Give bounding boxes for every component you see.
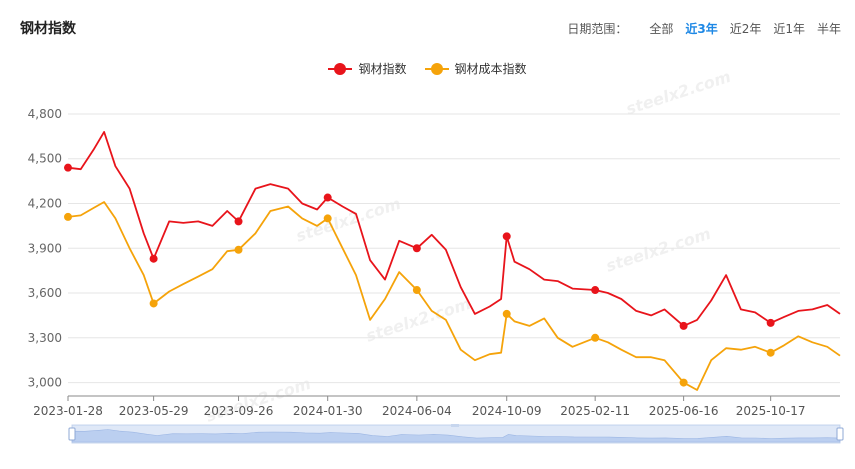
x-tick-label: 2024-06-04	[382, 404, 452, 418]
x-tick-label: 2024-10-09	[472, 404, 542, 418]
zoom-grip	[451, 424, 459, 427]
watermark-text: steelx2.com	[604, 224, 714, 276]
x-tick-label: 2025-06-16	[649, 404, 719, 418]
y-tick-label: 3,900	[28, 241, 62, 255]
marker-steel	[64, 163, 72, 172]
zoom-preview	[71, 429, 841, 443]
y-tick-label: 4,200	[28, 196, 62, 210]
legend-swatch-cost	[424, 62, 449, 75]
zoom-selection	[72, 425, 840, 443]
range-option-2y[interactable]: 近2年	[729, 22, 762, 36]
marker-cost	[591, 333, 600, 342]
date-range-selector: 日期范围： 全部 近3年 近2年 近1年 半年	[567, 20, 841, 37]
marker-steel	[234, 217, 243, 226]
grid-lines	[68, 113, 840, 384]
series-lines	[67, 130, 841, 391]
legend-label-cost: 钢材成本指数	[454, 62, 527, 76]
x-tick-label: 2025-02-11	[560, 404, 630, 418]
marker-steel	[323, 193, 332, 202]
x-tick-label: 2023-09-26	[204, 404, 274, 418]
y-tick-label: 3,300	[28, 331, 62, 345]
date-range-label: 日期范围：	[567, 22, 628, 36]
marker-cost	[149, 299, 158, 308]
marker-steel	[412, 244, 421, 253]
zoom-handle[interactable]	[68, 427, 76, 441]
marker-steel	[766, 318, 775, 327]
legend-item-steel[interactable]: 钢材指数	[328, 60, 407, 77]
marker-steel	[591, 286, 600, 295]
marker-cost	[323, 214, 332, 223]
watermark-layer: steelx2.comsteelx2.comsteelx2.comsteelx2…	[204, 67, 734, 426]
chart-legend: 钢材指数 钢材成本指数	[0, 60, 855, 77]
x-tick-label: 2023-05-29	[119, 404, 189, 418]
y-tick-label: 3,600	[28, 286, 62, 300]
x-axis: 2023-01-28 2023-05-29 2023-09-26 2024-01-30…	[33, 395, 840, 418]
y-tick-label: 4,800	[28, 107, 62, 121]
marker-cost	[679, 378, 688, 387]
y-tick-label: 3,000	[28, 376, 62, 390]
x-tick-label: 2024-01-30	[293, 404, 363, 418]
legend-label-steel: 钢材指数	[358, 62, 407, 76]
zoom-handle[interactable]	[836, 427, 844, 441]
range-option-1y[interactable]: 近1年	[773, 22, 805, 36]
series-markers	[64, 163, 775, 387]
legend-swatch-steel	[328, 62, 353, 75]
marker-cost	[412, 286, 421, 295]
range-option-half-year[interactable]: 半年	[816, 22, 841, 36]
marker-steel	[502, 232, 511, 241]
marker-steel	[679, 321, 688, 330]
series-line-steel	[67, 130, 841, 327]
legend-item-cost[interactable]: 钢材成本指数	[424, 60, 527, 77]
series-line-cost	[67, 201, 841, 391]
x-tick-label: 2025-10-17	[736, 404, 806, 418]
range-option-all[interactable]: 全部	[649, 22, 674, 36]
marker-cost	[234, 245, 243, 254]
y-axis: 3,000 3,300 3,600 3,900 4,200 4,500 4,800	[28, 107, 62, 390]
y-tick-label: 4,500	[28, 152, 62, 166]
watermark-text: steelx2.com	[624, 67, 734, 119]
watermark-text: steelx2.com	[294, 194, 404, 246]
marker-cost	[766, 348, 775, 357]
zoom-slider	[68, 424, 844, 444]
marker-steel	[149, 254, 158, 263]
chart-title: 钢材指数	[20, 21, 76, 37]
marker-cost	[64, 212, 72, 221]
range-option-3y[interactable]: 近3年	[685, 22, 718, 36]
marker-cost	[502, 309, 511, 318]
x-tick-label: 2023-01-28	[33, 404, 103, 418]
